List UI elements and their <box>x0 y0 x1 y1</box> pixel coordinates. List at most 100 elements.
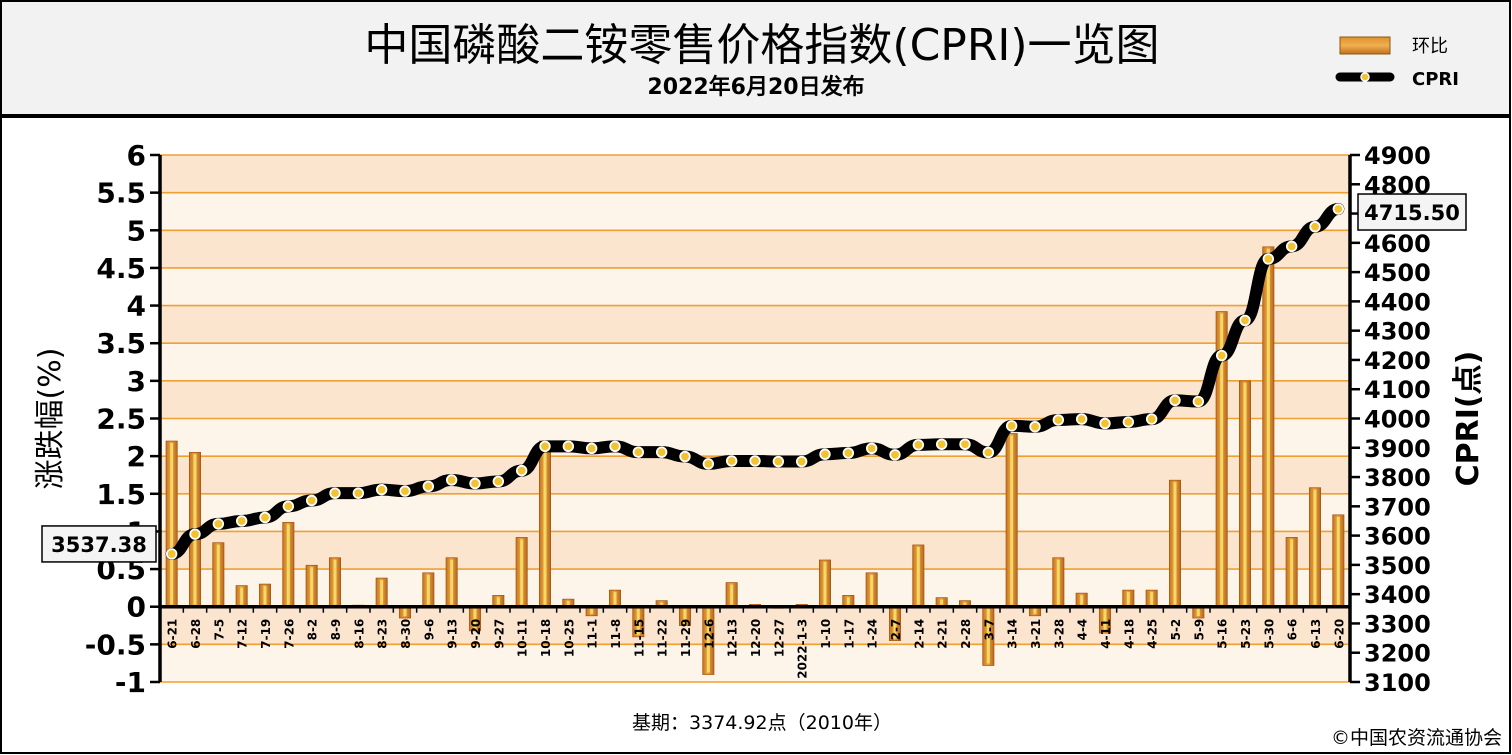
bar-highlight <box>1150 592 1154 605</box>
cpri-point <box>1332 203 1345 215</box>
bar-highlight <box>683 608 687 624</box>
x-tick-label: 7-19 <box>259 619 273 649</box>
cpri-point <box>819 448 831 460</box>
cpri-point <box>609 440 621 453</box>
x-tick-label: 2-28 <box>959 619 973 649</box>
chart-title: 中国磷酸二铵零售价格指数(CPRI)一览图 <box>364 20 1159 71</box>
bar-highlight <box>473 608 477 629</box>
x-tick-label: 6-13 <box>1309 619 1323 649</box>
legend-label-bar: 环比 <box>1412 36 1448 57</box>
cpri-point <box>375 483 388 496</box>
left-tick-label: 4.5 <box>96 252 146 285</box>
bar-highlight <box>1103 608 1107 632</box>
bar-highlight <box>1266 248 1270 605</box>
x-tick-label: 7-12 <box>236 619 250 649</box>
bar-highlight <box>893 608 897 639</box>
cpri-point <box>212 518 225 530</box>
plot-area: -1-0.500.511.522.533.544.555.56310032003… <box>33 139 1486 699</box>
grid-band <box>160 493 1350 532</box>
x-tick-label: 2-7 <box>889 619 903 641</box>
right-tick-label: 4300 <box>1364 318 1431 346</box>
bar-highlight <box>333 559 337 605</box>
right-tick-label: 4100 <box>1364 376 1431 404</box>
header-panel <box>2 2 1509 115</box>
bar-highlight <box>310 567 314 605</box>
bar-highlight <box>380 580 384 605</box>
cpri-point <box>1052 414 1065 426</box>
right-tick-label: 4500 <box>1364 259 1431 287</box>
bar-highlight <box>496 597 500 605</box>
x-tick-label: 2022-1-3 <box>796 619 810 679</box>
x-tick-label: 5-9 <box>1192 619 1206 641</box>
cpri-point <box>1285 240 1298 253</box>
cpri-point <box>445 474 458 486</box>
right-tick-label: 4200 <box>1364 347 1431 375</box>
x-tick-label: 11-22 <box>656 619 670 657</box>
grid-band <box>160 230 1350 268</box>
right-tick-label: 4000 <box>1364 406 1431 434</box>
legend-label-line: CPRI <box>1412 69 1459 90</box>
grid-band <box>160 155 1350 193</box>
chart-subtitle: 2022年6月20日发布 <box>647 74 864 100</box>
cpri-point <box>562 440 575 453</box>
x-tick-label: 4-4 <box>1076 619 1090 641</box>
bar-highlight <box>730 584 734 605</box>
bar-highlight <box>636 608 640 635</box>
cpri-point <box>235 515 248 527</box>
x-tick-label: 9-20 <box>469 619 483 649</box>
x-tick-label: 12-13 <box>726 619 740 657</box>
cpri-point <box>1309 221 1321 233</box>
left-tick-label: 5.5 <box>96 177 146 210</box>
grid-band <box>160 418 1350 457</box>
bar-highlight <box>1173 482 1177 605</box>
bar-highlight <box>170 443 174 605</box>
bar-highlight <box>1080 595 1084 605</box>
cpri-point <box>1099 417 1111 430</box>
grid-band <box>160 644 1350 682</box>
copyright: ©中国农资流通协会 <box>1331 727 1502 749</box>
legend-swatch-bar <box>1339 36 1391 55</box>
x-tick-label: 10-18 <box>539 619 553 657</box>
grid-band <box>160 606 1350 645</box>
x-tick-label: 6-21 <box>166 619 180 649</box>
cpri-point <box>632 446 645 458</box>
right-tick-label: 3600 <box>1364 523 1431 551</box>
cpri-point <box>1215 349 1228 362</box>
callout-first-label: 3537.38 <box>51 533 147 557</box>
grid-band <box>160 305 1350 344</box>
cpri-point <box>679 450 691 463</box>
legend-swatch-marker <box>1360 72 1370 82</box>
bar-highlight <box>1220 313 1224 605</box>
bar-highlight <box>1126 592 1130 605</box>
x-tick-label: 7-26 <box>282 619 296 649</box>
bar-highlight <box>216 544 220 605</box>
bar-highlight <box>450 559 454 605</box>
callout-last-label: 4715.50 <box>1364 201 1460 225</box>
x-tick-label: 8-16 <box>352 619 366 649</box>
legend: 环比 CPRI <box>1335 36 1459 90</box>
cpri-point <box>422 480 435 493</box>
x-tick-label: 6-6 <box>1286 619 1300 641</box>
cpri-point <box>305 494 318 507</box>
bar-highlight <box>590 608 594 614</box>
bar-highlight <box>1313 489 1317 605</box>
base-note: 基期：3374.92点（2010年） <box>632 712 892 734</box>
left-tick-label: 6 <box>127 139 146 172</box>
y-axis-left-title: 涨跌幅(%) <box>33 348 68 490</box>
right-tick-label: 4900 <box>1364 142 1431 170</box>
left-tick-label: 2 <box>127 440 146 473</box>
cpri-point <box>469 477 481 490</box>
cpri-point <box>655 446 668 458</box>
bar-highlight <box>940 599 944 605</box>
right-tick-label: 3800 <box>1364 464 1431 492</box>
bar-highlight <box>1056 559 1060 605</box>
bar-highlight <box>846 597 850 605</box>
bar-highlight <box>1336 516 1340 605</box>
x-tick-label: 1-10 <box>819 619 833 649</box>
right-tick-label: 3100 <box>1364 669 1431 697</box>
bar-highlight <box>543 443 547 605</box>
cpri-point <box>259 511 271 524</box>
bar-highlight <box>613 592 617 605</box>
right-tick-label: 3400 <box>1364 581 1431 609</box>
